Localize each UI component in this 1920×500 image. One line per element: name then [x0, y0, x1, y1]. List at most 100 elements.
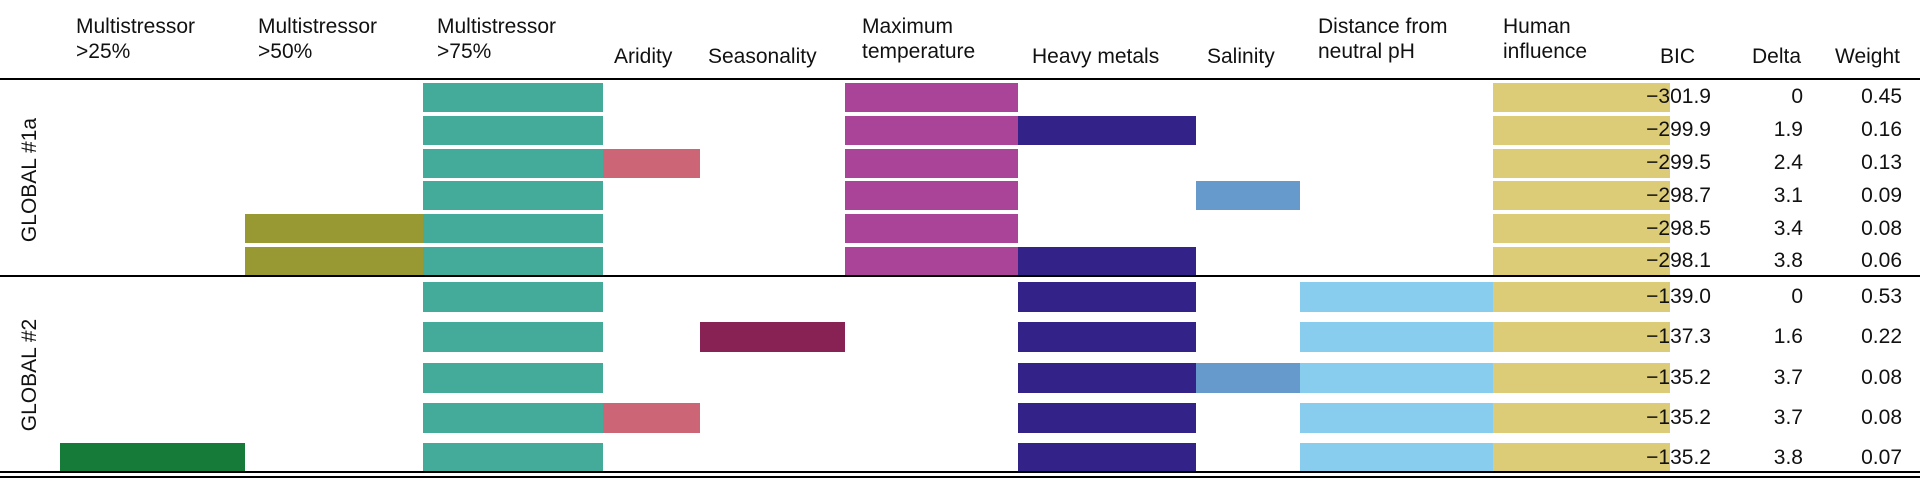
- included-bar: [423, 214, 603, 244]
- delta-value: 1.9: [1773, 118, 1803, 142]
- included-bar: [423, 115, 603, 145]
- included-bar: [1493, 322, 1670, 353]
- included-bar: [845, 82, 1018, 112]
- column-header-6: Heavy metals: [1032, 45, 1160, 68]
- column-header-4: Seasonality: [708, 45, 817, 68]
- included-bar: [1018, 402, 1196, 433]
- weight-value: 0.45: [1861, 85, 1902, 109]
- table-rule-1: [0, 275, 1920, 277]
- column-header-2: Multistressor >75%: [437, 15, 557, 63]
- included-bar: [1018, 282, 1196, 313]
- bic-value: −135.2: [1646, 365, 1711, 389]
- bic-value: −137.3: [1646, 325, 1711, 349]
- included-bar: [1493, 115, 1670, 145]
- delta-value: 3.7: [1773, 365, 1803, 389]
- included-bar: [423, 82, 603, 112]
- included-bar: [423, 362, 603, 393]
- included-bar: [60, 442, 245, 473]
- included-bar: [1196, 181, 1300, 211]
- included-bar: [1300, 362, 1493, 393]
- column-header-7: Salinity: [1207, 45, 1275, 68]
- column-header-9: Human influence: [1503, 15, 1588, 63]
- column-header-8: Distance from neutral pH: [1318, 15, 1448, 63]
- included-bar: [423, 442, 603, 473]
- weight-value: 0.08: [1861, 365, 1902, 389]
- weight-value: 0.53: [1861, 285, 1902, 309]
- included-bar: [1196, 362, 1300, 393]
- included-bar: [1493, 362, 1670, 393]
- group-label-2: GLOBAL #2: [18, 318, 41, 432]
- included-bar: [700, 322, 845, 353]
- included-bar: [1018, 115, 1196, 145]
- delta-value: 2.4: [1773, 151, 1803, 174]
- included-bar: [1493, 82, 1670, 112]
- included-bar: [845, 115, 1018, 145]
- included-bar: [1018, 322, 1196, 353]
- bic-value: −298.5: [1646, 216, 1711, 240]
- weight-value: 0.13: [1861, 151, 1902, 174]
- included-bar: [1300, 442, 1493, 473]
- bic-value: −298.7: [1646, 183, 1711, 207]
- bic-value: −299.5: [1646, 151, 1711, 174]
- bic-value: −301.9: [1646, 85, 1711, 109]
- column-header-5: Maximum temperature: [862, 15, 976, 63]
- stat-header-delta: Delta: [1752, 45, 1802, 68]
- weight-value: 0.22: [1861, 325, 1902, 349]
- included-bar: [845, 246, 1018, 276]
- included-bar: [1493, 282, 1670, 313]
- delta-value: 0: [1791, 285, 1803, 309]
- included-bar: [1493, 148, 1670, 178]
- delta-value: 3.8: [1773, 249, 1803, 273]
- included-bar: [245, 214, 423, 244]
- included-bar: [1300, 282, 1493, 313]
- delta-value: 3.1: [1773, 183, 1803, 207]
- included-bar: [423, 148, 603, 178]
- included-bar: [1018, 442, 1196, 473]
- bic-value: −139.0: [1646, 285, 1711, 309]
- included-bar: [1493, 214, 1670, 244]
- included-bar: [423, 402, 603, 433]
- delta-value: 3.8: [1773, 445, 1803, 469]
- included-bar: [1300, 402, 1493, 433]
- weight-value: 0.09: [1861, 183, 1902, 207]
- included-bar: [423, 282, 603, 313]
- included-bar: [1493, 442, 1670, 473]
- included-bar: [845, 148, 1018, 178]
- column-header-3: Aridity: [614, 45, 673, 68]
- column-header-0: Multistressor >25%: [76, 15, 196, 63]
- bic-value: −298.1: [1646, 249, 1711, 273]
- weight-value: 0.06: [1861, 249, 1902, 273]
- included-bar: [603, 148, 700, 178]
- delta-value: 3.4: [1773, 216, 1803, 240]
- included-bar: [1018, 362, 1196, 393]
- included-bar: [845, 214, 1018, 244]
- included-bar: [423, 322, 603, 353]
- group-label-1: GLOBAL #1a: [18, 117, 41, 243]
- column-header-1: Multistressor >50%: [258, 15, 378, 63]
- stat-header-weight: Weight: [1835, 45, 1900, 68]
- delta-value: 3.7: [1773, 405, 1803, 429]
- included-bar: [1493, 181, 1670, 211]
- table-rule-3: [0, 476, 1920, 478]
- table-rule-2: [0, 471, 1920, 473]
- bic-value: −299.9: [1646, 118, 1711, 142]
- weight-value: 0.16: [1861, 118, 1902, 142]
- weight-value: 0.08: [1861, 405, 1902, 429]
- stat-header-bic: BIC: [1660, 45, 1696, 68]
- included-bar: [603, 402, 700, 433]
- delta-value: 0: [1791, 85, 1803, 109]
- included-bar: [1493, 402, 1670, 433]
- bic-value: −135.2: [1646, 405, 1711, 429]
- delta-value: 1.6: [1773, 325, 1803, 349]
- included-bar: [423, 181, 603, 211]
- included-bar: [423, 246, 603, 276]
- included-bar: [245, 246, 423, 276]
- included-bar: [845, 181, 1018, 211]
- bic-value: −135.2: [1646, 445, 1711, 469]
- weight-value: 0.07: [1861, 445, 1902, 469]
- table-rule-0: [0, 78, 1920, 80]
- weight-value: 0.08: [1861, 216, 1902, 240]
- included-bar: [1018, 246, 1196, 276]
- included-bar: [1300, 322, 1493, 353]
